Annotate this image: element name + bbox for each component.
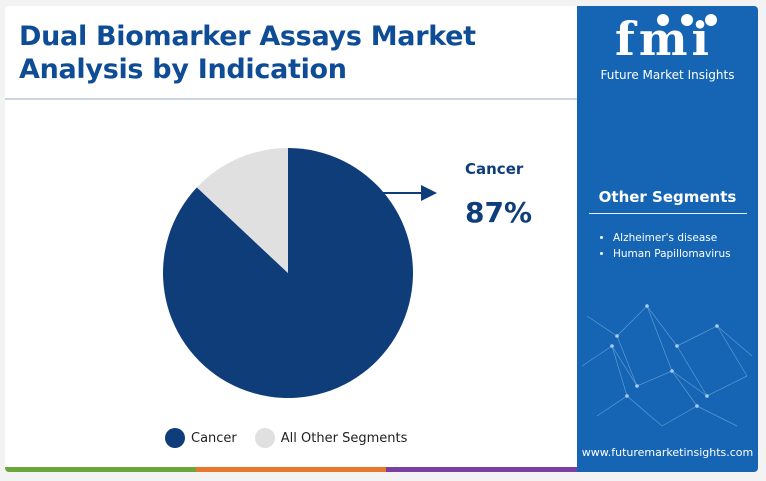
title-divider: [5, 98, 577, 100]
other-segments-list: Alzheimer's disease Human Papillomavirus: [599, 230, 731, 262]
legend-label-cancer: Cancer: [191, 430, 237, 446]
bottom-bar-orange: [195, 467, 387, 472]
legend-swatch-cancer: [165, 428, 185, 448]
callout-value: 87%: [465, 196, 533, 229]
bottom-bar-purple: [386, 467, 578, 472]
brand-sidebar: fmi Future Market Insights Other Segment…: [577, 6, 758, 472]
chart-card: Dual Biomarker Assays Market Analysis by…: [5, 6, 758, 472]
legend-item-cancer: Cancer: [165, 428, 237, 448]
pie-chart: [163, 148, 437, 398]
network-decoration: [581, 304, 753, 427]
pie-slice-all-other-segments: [196, 148, 288, 273]
legend-swatch-other: [254, 428, 275, 448]
logo-icons: [657, 14, 717, 26]
other-segments-title: Other Segments: [598, 188, 737, 206]
website-url: www.futuremarketinsights.com: [581, 446, 754, 459]
callout-label: Cancer: [465, 160, 524, 178]
segment-item: Human Papillomavirus: [613, 246, 731, 262]
segment-item: Alzheimer's disease: [613, 230, 731, 246]
chart-legend: Cancer All Other Segments: [165, 428, 407, 448]
legend-label-other: All Other Segments: [280, 430, 408, 446]
bottom-color-bar: [5, 467, 578, 472]
logo-subtitle: Future Market Insights: [600, 68, 735, 82]
bottom-bar-green: [5, 467, 196, 472]
other-segments-divider: [589, 213, 747, 214]
chart-title: Dual Biomarker Assays Market Analysis by…: [19, 21, 476, 85]
pie-slice-cancer: [163, 148, 414, 398]
legend-item-other: All Other Segments: [254, 428, 408, 448]
